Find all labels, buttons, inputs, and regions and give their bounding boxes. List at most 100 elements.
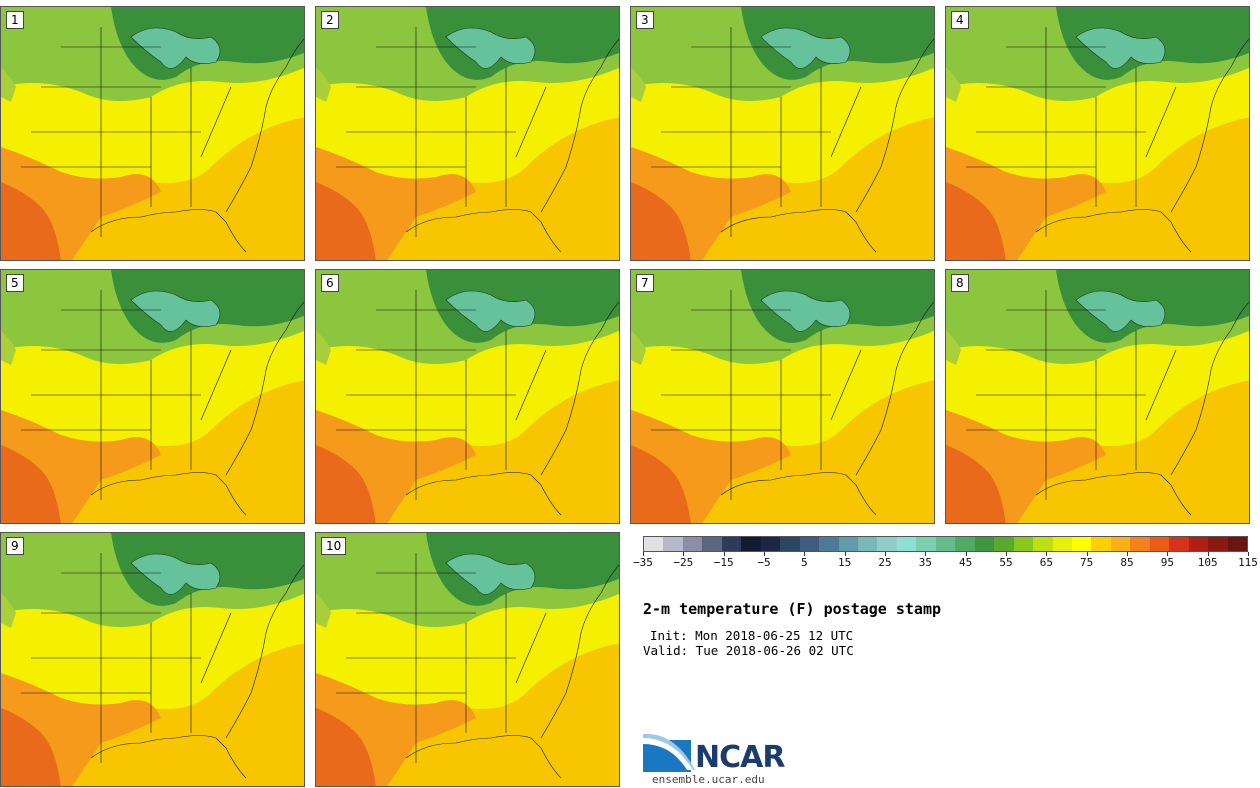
colorbar-swatch [1013, 537, 1034, 551]
colorbar-tick-mark [1248, 552, 1249, 556]
colorbar-swatch [644, 537, 664, 551]
colorbar-tick-mark [1046, 552, 1048, 556]
colorbar-tick-label: −25 [673, 556, 694, 569]
temperature-map [316, 533, 619, 786]
colorbar-swatch [955, 537, 975, 551]
member-number-label: 9 [6, 537, 24, 555]
temperature-map [1, 270, 304, 523]
colorbar-tick-label: −5 [757, 556, 771, 569]
colorbar-tick-label: 75 [1080, 556, 1094, 569]
ncar-logo-text: NCAR [695, 740, 785, 775]
member-number-label: 1 [6, 11, 24, 29]
ensemble-member-map: 5 [0, 269, 305, 524]
ensemble-member-map: 10 [315, 532, 620, 787]
colorbar-tick-mark [844, 552, 846, 556]
colorbar-tick-label: 45 [959, 556, 973, 569]
colorbar-swatch [857, 537, 878, 551]
figure-title: 2-m temperature (F) postage stamp [643, 600, 942, 618]
colorbar-swatch [1188, 537, 1209, 551]
colorbar-tick-mark [1167, 552, 1169, 556]
colorbar-swatch [916, 537, 936, 551]
colorbar-tick-label: 35 [918, 556, 932, 569]
colorbar-swatch [935, 537, 956, 551]
colorbar-swatch [896, 537, 917, 551]
ncar-url: ensemble.ucar.edu [652, 773, 765, 786]
ensemble-member-map: 9 [0, 532, 305, 787]
colorbar-swatch [1149, 537, 1170, 551]
ensemble-member-map: 3 [630, 6, 935, 261]
colorbar-swatch [682, 537, 703, 551]
colorbar-tick-label: −35 [633, 556, 653, 569]
temperature-colorbar [643, 536, 1248, 552]
colorbar-tick-label: 25 [878, 556, 892, 569]
temperature-map [316, 270, 619, 523]
temperature-map [316, 7, 619, 260]
colorbar-swatch [1130, 537, 1150, 551]
member-number-label: 5 [6, 274, 24, 292]
member-number-label: 10 [321, 537, 347, 555]
colorbar-swatch [1052, 537, 1072, 551]
temperature-map [946, 270, 1249, 523]
colorbar-swatch [1110, 537, 1131, 551]
member-number-label: 6 [321, 274, 339, 292]
ensemble-member-map: 4 [945, 6, 1250, 261]
ensemble-member-map: 2 [315, 6, 620, 261]
colorbar-tick-mark [1207, 552, 1209, 556]
colorbar-tick-label: 95 [1160, 556, 1174, 569]
ncar-logo [643, 733, 695, 772]
ensemble-member-map: 1 [0, 6, 305, 261]
colorbar-swatch [702, 537, 722, 551]
colorbar-swatch [974, 537, 995, 551]
colorbar-swatch [994, 537, 1014, 551]
colorbar-tick-mark [925, 552, 927, 556]
colorbar-swatch [663, 537, 683, 551]
colorbar-swatch [1208, 537, 1228, 551]
colorbar-swatch [1071, 537, 1092, 551]
temperature-map [631, 270, 934, 523]
colorbar-tick-mark [965, 552, 967, 556]
member-number-label: 2 [321, 11, 339, 29]
colorbar-swatch [1227, 537, 1248, 551]
colorbar-swatch [1169, 537, 1189, 551]
colorbar-tick-mark [723, 552, 725, 556]
colorbar-swatch [819, 537, 839, 551]
colorbar-tick-label: −15 [713, 556, 734, 569]
temperature-map [946, 7, 1249, 260]
temperature-map [1, 7, 304, 260]
colorbar-swatch [1091, 537, 1111, 551]
colorbar-tick-label: 85 [1120, 556, 1134, 569]
colorbar-tick-label: 55 [999, 556, 1013, 569]
colorbar-tick-mark [764, 552, 765, 556]
member-number-label: 3 [636, 11, 654, 29]
colorbar-tick-mark [885, 552, 886, 556]
colorbar-swatch [799, 537, 820, 551]
ensemble-member-map: 8 [945, 269, 1250, 524]
colorbar-tick-label: 105 [1197, 556, 1218, 569]
colorbar-tick-mark [683, 552, 685, 556]
colorbar-swatch [760, 537, 781, 551]
ensemble-member-map: 7 [630, 269, 935, 524]
member-number-label: 8 [951, 274, 969, 292]
temperature-map [1, 533, 304, 786]
colorbar-tick-mark [804, 552, 806, 556]
colorbar-ticks: −35 −25 −15 −5 5 15 25 35 45 55 65 75 85 95 105 115 [633, 556, 1258, 572]
valid-time: Valid: Tue 2018-06-26 02 UTC [643, 643, 854, 658]
colorbar-tick-mark [1127, 552, 1128, 556]
colorbar-tick-mark [1086, 552, 1088, 556]
colorbar-swatch [1033, 537, 1053, 551]
init-time: Init: Mon 2018-06-25 12 UTC [650, 628, 854, 643]
ensemble-member-map: 6 [315, 269, 620, 524]
colorbar-tick-mark [643, 552, 644, 556]
colorbar-swatch [721, 537, 742, 551]
member-number-label: 4 [951, 11, 969, 29]
colorbar-tick-label: 15 [838, 556, 852, 569]
member-number-label: 7 [636, 274, 654, 292]
colorbar-swatch [741, 537, 761, 551]
colorbar-tick-label: 5 [801, 556, 808, 569]
temperature-map [631, 7, 934, 260]
colorbar-tick-mark [1006, 552, 1007, 556]
colorbar-tick-label: 65 [1039, 556, 1053, 569]
colorbar-swatch [838, 537, 858, 551]
colorbar-swatch [877, 537, 897, 551]
colorbar-tick-label: 115 [1238, 556, 1258, 569]
